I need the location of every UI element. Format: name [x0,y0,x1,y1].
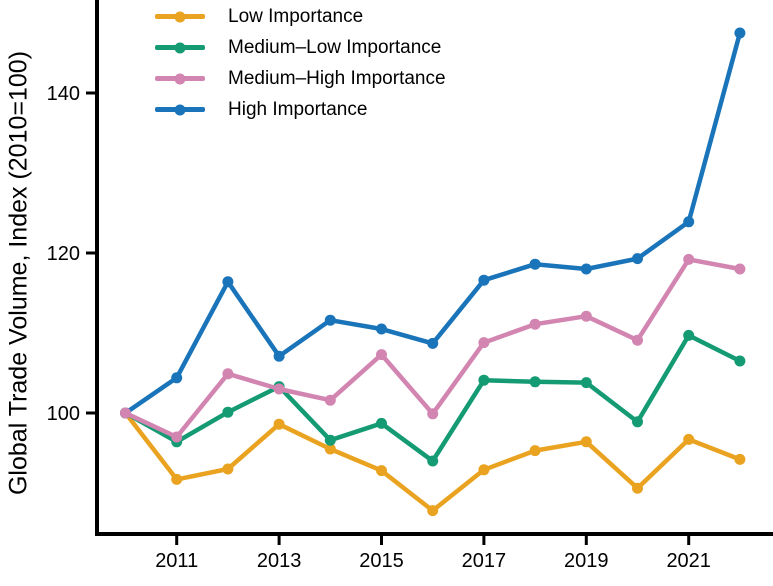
data-point [273,418,285,430]
legend-item-medium-high: Medium–High Importance [155,63,446,94]
legend-item-medium-low: Medium–Low Importance [155,32,446,63]
data-point [478,464,490,476]
x-tick-label: 2015 [359,550,404,572]
data-point [222,368,234,380]
data-point [683,433,695,445]
legend-label: High Importance [228,98,368,120]
data-point [478,274,490,286]
data-point [171,473,183,485]
data-point [632,482,643,494]
data-point [376,417,387,429]
data-point [171,372,183,384]
x-tick-label: 2011 [155,550,198,572]
data-point [632,416,643,428]
data-point [376,323,387,335]
legend-item-low: Low Importance [155,1,446,32]
data-point [529,318,541,330]
x-tick-label: 2013 [257,550,302,572]
data-point [273,350,285,362]
data-point [171,431,183,443]
data-point [580,377,592,389]
data-point [427,408,439,420]
data-point [734,355,746,367]
legend-line-dot-swatch [155,107,205,112]
data-point [632,334,643,346]
data-point [222,463,234,475]
legend-line-dot-swatch [155,76,205,81]
data-point [273,383,285,395]
legend-line-dot-swatch [155,45,205,50]
data-point [427,337,439,349]
legend-line-dot-swatch [155,14,205,19]
data-point [529,376,541,388]
data-point [120,407,131,419]
data-point [222,276,234,288]
data-point [580,436,592,448]
data-point [376,465,387,477]
data-point [580,263,592,275]
data-point [734,263,746,275]
data-point [683,329,695,341]
legend-label: Medium–Low Importance [228,36,442,58]
data-point [529,258,541,270]
data-point [324,394,336,406]
data-point [734,27,746,39]
data-point [427,455,439,467]
data-point [683,216,695,228]
y-tick-label: 120 [47,243,80,265]
series-line-1 [124,333,741,464]
data-point [222,406,234,418]
x-tick-label: 2021 [666,550,711,572]
y-axis-title: Global Trade Volume, Index (2010=100) [4,50,33,496]
x-tick-label: 2017 [462,550,507,572]
data-point [478,337,490,349]
data-point [529,445,541,457]
data-point [324,314,336,326]
x-tick-label: 2019 [564,550,609,572]
data-point [580,310,592,322]
data-point [427,505,439,517]
chart-legend: Low Importance Medium–Low Importance Med… [155,1,446,125]
data-point [324,443,336,455]
data-point [478,374,490,386]
y-tick-label: 100 [47,403,80,425]
data-point [683,253,695,265]
data-point [734,453,746,465]
y-tick-label: 140 [47,83,80,105]
legend-label: Medium–High Importance [228,67,446,89]
legend-item-high: High Importance [155,94,446,125]
data-point [376,349,387,361]
legend-label: Low Importance [228,5,364,27]
data-point [632,253,643,265]
data-point [324,434,336,446]
